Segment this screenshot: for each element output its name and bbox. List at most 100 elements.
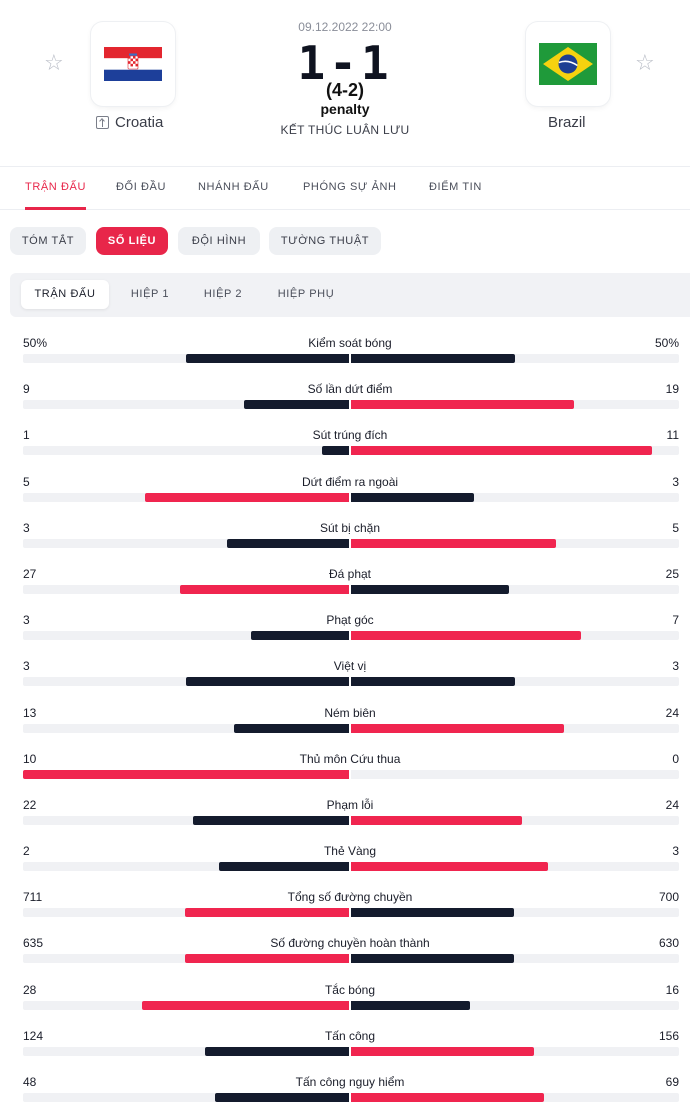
stat-bar-track-home [23,908,349,917]
stat-row: 2 Thẻ Vàng 3 [0,840,690,886]
stat-label: Thẻ Vàng [0,844,690,858]
stat-bar-track-home [23,1047,349,1056]
stat-bar-track-away [351,400,679,409]
subtab-stats[interactable]: SỐ LIỆU [96,227,168,255]
subtab-commentary[interactable]: TƯỜNG THUẬT [269,227,381,255]
stat-bar-away [351,862,548,871]
stat-row: 27 Đá phạt 25 [0,563,690,609]
stat-row: 124 Tấn công 156 [0,1025,690,1071]
stat-row: 3 Việt vị 3 [0,655,690,701]
stat-away-value: 24 [666,706,679,720]
stat-bar-track-home [23,677,349,686]
tab-head-to-head[interactable]: ĐỐI ĐẦU [116,167,166,210]
stat-bar-away [351,816,522,825]
stat-bar-track-home [23,493,349,502]
stat-row: 3 Phạt góc 7 [0,609,690,655]
stat-bar-track-home [23,354,349,363]
period-tab-first-half[interactable]: HIỆP 1 [118,280,182,309]
stat-bar-track-away [351,539,679,548]
brazil-flag-icon [539,43,597,85]
stat-away-value: 69 [666,1075,679,1089]
stat-label: Dứt điểm ra ngoài [0,475,690,489]
stat-bar-track-away [351,954,679,963]
stat-bar-track-home [23,631,349,640]
stat-bar-away [351,724,564,733]
stat-bar-home [186,677,349,686]
subtab-lineups[interactable]: ĐỘI HÌNH [178,227,260,255]
stat-label: Việt vị [0,659,690,673]
stat-bar-home [193,816,349,825]
stat-bar-away [351,954,514,963]
stat-away-value: 700 [659,890,679,904]
stat-row: 28 Tắc bóng 16 [0,979,690,1025]
stat-away-value: 19 [666,382,679,396]
stat-bar-home [186,354,349,363]
period-tab-extra-time[interactable]: HIỆP PHỤ [266,280,346,309]
away-team-flag[interactable] [526,22,610,106]
stat-label: Đá phạt [0,567,690,581]
stat-bar-track-away [351,354,679,363]
stat-bar-track-home [23,446,349,455]
stat-bar-track-home [23,724,349,733]
away-team-name[interactable]: Brazil [548,114,586,131]
stat-label: Sút bị chặn [0,521,690,535]
stat-bar-track-away [351,493,679,502]
tab-news[interactable]: ĐIỂM TIN [429,167,482,210]
period-tab-second-half[interactable]: HIỆP 2 [190,280,256,309]
stat-bar-track-away [351,770,679,779]
stat-bar-home [244,400,349,409]
stat-away-value: 0 [672,752,679,766]
stat-away-value: 3 [672,475,679,489]
stat-bar-track-home [23,862,349,871]
stat-bar-away [351,585,509,594]
stat-bar-home [227,539,349,548]
stat-row: 13 Ném biên 24 [0,702,690,748]
stat-bar-home [185,908,349,917]
stat-row: 48 Tấn công nguy hiểm 69 [0,1071,690,1110]
stat-away-value: 24 [666,798,679,812]
stat-bar-away [351,493,474,502]
period-tabs: TRẬN ĐẤU HIỆP 1 HIỆP 2 HIỆP PHỤ [10,273,690,317]
subtab-summary[interactable]: TÓM TẮT [10,227,86,255]
stat-away-value: 50% [655,336,679,350]
stat-bar-track-away [351,1047,679,1056]
stat-bar-track-away [351,631,679,640]
stat-away-value: 3 [672,844,679,858]
stat-bar-track-home [23,816,349,825]
stat-bar-track-away [351,724,679,733]
stat-bar-track-away [351,677,679,686]
tab-bracket[interactable]: NHÁNH ĐẤU [198,167,269,210]
stat-label: Phạt góc [0,613,690,627]
stat-bar-track-away [351,1093,679,1102]
tab-match[interactable]: TRẬN ĐẤU [25,167,86,210]
stat-bar-track-home [23,585,349,594]
stat-bar-home [23,770,349,779]
stat-row: 22 Phạm lỗi 24 [0,794,690,840]
tab-photos[interactable]: PHÓNG SỰ ẢNH [303,167,397,210]
stat-bar-home [215,1093,349,1102]
stat-bar-away [351,908,514,917]
stat-away-value: 7 [672,613,679,627]
stat-bar-home [205,1047,349,1056]
stat-row: 9 Số lần dứt điểm 19 [0,378,690,424]
match-status: KẾT THÚC LUÂN LƯU [0,123,690,137]
stat-bar-away [351,539,556,548]
stat-label: Ném biên [0,706,690,720]
stat-bar-away [351,354,515,363]
match-header: ☆ Croatia 09.12.2022 22:00 1-1 (4-2) [0,0,690,166]
favorite-star-icon-away[interactable]: ☆ [635,52,655,74]
stat-away-value: 630 [659,936,679,950]
stat-bar-home [219,862,349,871]
stat-away-value: 5 [672,521,679,535]
stat-label: Số đường chuyền hoàn thành [0,936,690,950]
period-tab-match[interactable]: TRẬN ĐẤU [21,280,109,309]
stat-bar-track-away [351,446,679,455]
stat-row: 3 Sút bị chặn 5 [0,517,690,563]
stat-bar-home [145,493,349,502]
stat-bar-track-away [351,1001,679,1010]
stat-bar-track-away [351,908,679,917]
stat-label: Sút trúng đích [0,428,690,442]
stat-bar-track-away [351,862,679,871]
main-tabs: TRẬN ĐẤU ĐỐI ĐẦU NHÁNH ĐẤU PHÓNG SỰ ẢNH … [0,166,690,210]
stat-bar-track-home [23,400,349,409]
